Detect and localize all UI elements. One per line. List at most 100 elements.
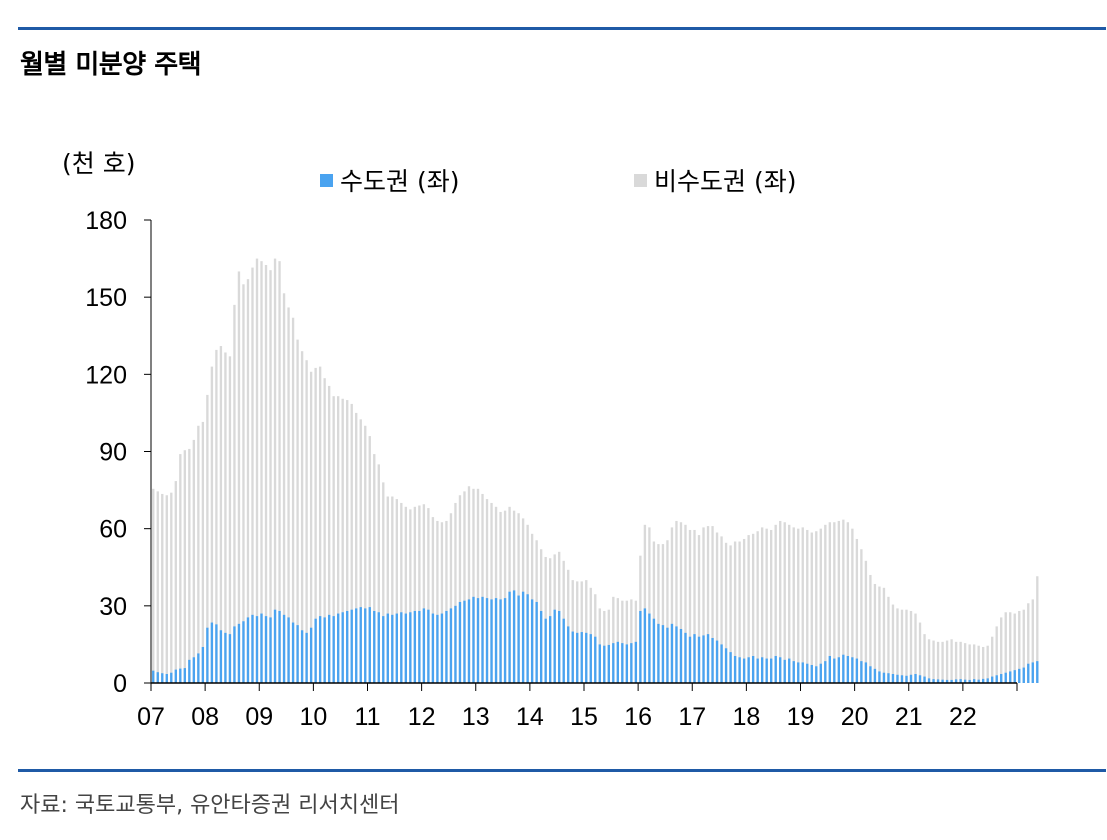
bar-capital	[670, 623, 674, 683]
bar-capital	[458, 601, 462, 683]
bar-capital	[431, 613, 435, 683]
bar-non-capital	[684, 524, 687, 683]
bar-capital	[1009, 671, 1012, 683]
bar-non-capital	[359, 419, 362, 683]
bar-capital	[273, 609, 277, 683]
bar-capital	[576, 632, 579, 683]
bar-non-capital	[233, 304, 236, 683]
bar-capital	[932, 679, 935, 683]
bar-capital	[824, 661, 827, 683]
bar-capital	[941, 679, 944, 683]
bar-capital	[544, 618, 547, 683]
bar-capital	[1031, 662, 1034, 683]
bar-capital	[427, 609, 430, 683]
bar-capital	[896, 674, 899, 683]
bar-capital	[801, 662, 804, 683]
x-tick-label: 20	[841, 703, 869, 731]
bar-capital	[792, 661, 795, 683]
bar-capital	[228, 634, 232, 683]
bar-non-capital	[842, 519, 845, 683]
bar-capital	[413, 610, 417, 683]
bar-non-capital	[323, 378, 326, 683]
bar-non-capital	[242, 284, 245, 683]
bar-capital	[521, 591, 525, 683]
bar-non-capital	[161, 493, 164, 683]
bar-non-capital	[422, 504, 426, 683]
bar-capital	[639, 610, 642, 683]
bar-non-capital	[494, 506, 498, 683]
bar-capital	[237, 623, 241, 683]
bar-non-capital	[806, 529, 809, 683]
bar-capital	[724, 648, 728, 683]
bar-non-capital	[386, 496, 389, 683]
bar-capital	[806, 663, 809, 683]
bar-capital	[395, 613, 398, 683]
bar-non-capital	[197, 425, 200, 683]
bar-capital	[675, 626, 678, 683]
bar-capital	[472, 596, 475, 683]
x-tick-label: 18	[732, 703, 760, 731]
y-tick-label: 60	[99, 516, 127, 544]
bar-capital	[188, 659, 191, 683]
bar-non-capital	[878, 586, 881, 683]
bar-capital	[661, 625, 665, 683]
bar-capital	[616, 641, 620, 683]
bar-non-capital	[977, 645, 980, 683]
bar-non-capital	[337, 396, 340, 683]
bar-capital	[445, 610, 448, 683]
bar-capital	[981, 678, 985, 683]
bar-non-capital	[959, 641, 962, 683]
bar-capital	[1036, 661, 1039, 683]
bar-non-capital	[693, 529, 696, 683]
bar-capital	[255, 616, 259, 683]
bar-non-capital	[616, 598, 620, 683]
bar-non-capital	[643, 524, 647, 683]
legend-item-capital: 수도권 (좌)	[320, 162, 459, 198]
bar-capital	[422, 608, 426, 683]
bar-capital	[589, 634, 592, 683]
bar-non-capital	[697, 535, 701, 683]
bar-non-capital	[963, 643, 967, 683]
bar-non-capital	[224, 352, 227, 683]
bar-capital	[819, 663, 822, 683]
bar-non-capital	[630, 599, 633, 683]
bar-non-capital	[382, 482, 385, 683]
x-tick-label: 10	[299, 703, 327, 731]
bar-capital	[463, 600, 466, 683]
bar-capital	[377, 612, 380, 683]
bar-non-capital	[368, 436, 371, 683]
bar-capital	[950, 679, 953, 683]
bar-capital	[409, 612, 412, 683]
bar-non-capital	[165, 495, 168, 683]
bar-non-capital	[612, 596, 615, 683]
x-tick-label: 15	[570, 703, 598, 731]
bar-non-capital	[765, 528, 768, 683]
bar-capital	[914, 673, 917, 683]
bar-capital	[346, 610, 349, 683]
bar-non-capital	[346, 400, 349, 683]
bar-non-capital	[860, 549, 863, 683]
bar-capital	[197, 653, 200, 683]
bar-capital	[684, 632, 687, 683]
y-tick-label: 0	[113, 670, 127, 698]
bar-non-capital	[377, 464, 380, 683]
bar-non-capital	[251, 267, 254, 683]
bar-capital	[156, 672, 159, 683]
bar-capital	[742, 658, 746, 683]
bar-non-capital	[770, 529, 773, 683]
non-capital-bars	[152, 258, 1039, 683]
legend-item-non-capital: 비수도권 (좌)	[634, 162, 796, 198]
bar-capital	[508, 591, 511, 683]
bar-non-capital	[332, 396, 335, 683]
x-tick-label: 16	[624, 703, 652, 731]
bar-capital	[702, 635, 705, 683]
bar-non-capital	[918, 622, 922, 683]
bar-capital	[449, 608, 453, 683]
bar-capital	[580, 632, 583, 683]
bar-non-capital	[923, 634, 926, 683]
bar-capital	[842, 654, 845, 683]
bar-capital	[878, 671, 881, 683]
bar-capital	[323, 617, 326, 683]
capital-bars	[152, 590, 1039, 683]
bar-non-capital	[246, 279, 250, 683]
